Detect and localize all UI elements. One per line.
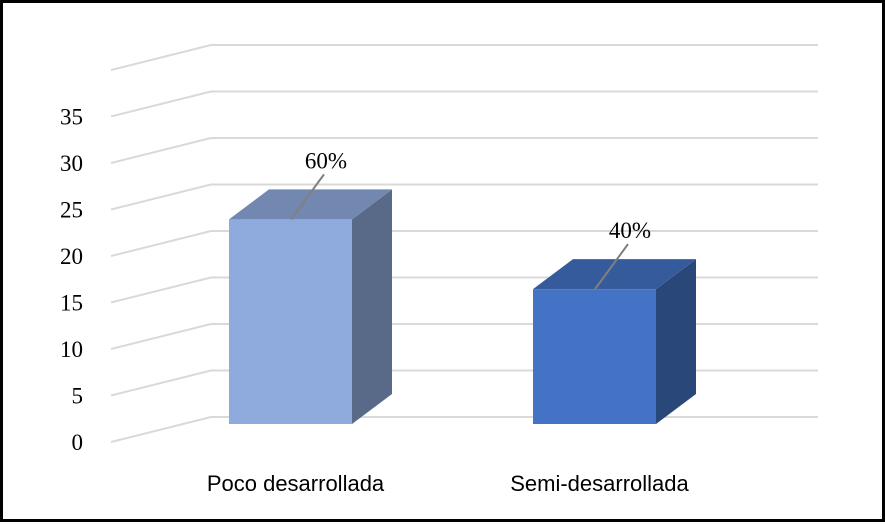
gridline (110, 137, 818, 164)
bar (229, 189, 392, 424)
category-label: Semi-desarrollada (510, 471, 689, 496)
data-label: 40% (609, 218, 651, 243)
y-tick-label: 25 (60, 198, 83, 223)
y-tick-label: 0 (72, 430, 84, 455)
bars (229, 189, 696, 424)
gridline (110, 369, 818, 397)
y-tick-label: 35 (60, 105, 83, 130)
gridlines (110, 44, 818, 443)
data-label-leader (290, 173, 325, 220)
bar (533, 259, 696, 424)
gridline (110, 276, 818, 304)
x-axis-categories: Poco desarrollada Semi-desarrollada (207, 471, 690, 496)
gridline (110, 323, 818, 350)
category-label: Poco desarrollada (207, 471, 385, 496)
gridline (110, 183, 818, 211)
y-axis-ticks: 0 5 10 15 20 25 30 35 (60, 105, 83, 456)
gridline (110, 90, 818, 118)
y-tick-label: 20 (60, 244, 83, 269)
data-label: 60% (305, 148, 347, 173)
gridline (110, 230, 818, 257)
data-label-leader (594, 243, 629, 290)
data-labels: 60% 40% (290, 148, 651, 290)
y-tick-label: 15 (60, 291, 83, 316)
gridline (110, 416, 818, 443)
y-tick-label: 10 (60, 337, 83, 362)
y-tick-label: 30 (60, 151, 83, 176)
bar-chart: 0 5 10 15 20 25 30 35 60% 40% Poco desarrollada S… (60, 44, 818, 496)
y-tick-label: 5 (72, 384, 84, 409)
gridline (110, 44, 818, 71)
